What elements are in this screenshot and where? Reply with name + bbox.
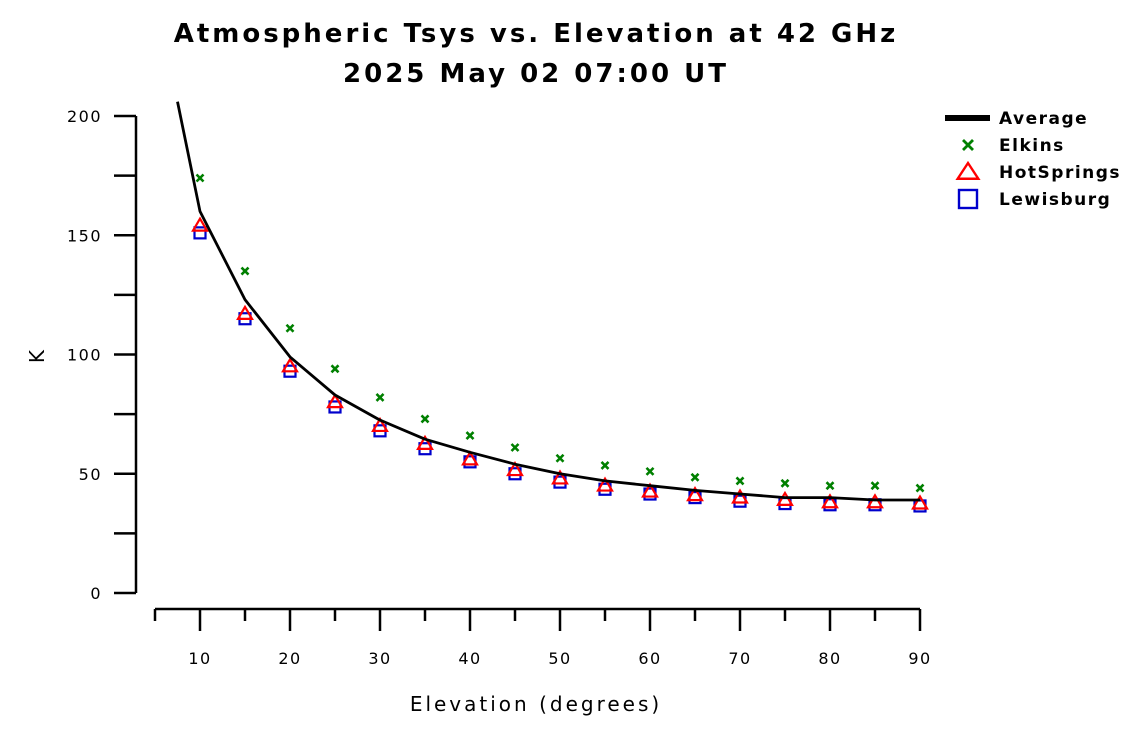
- y-tick-label: 150: [67, 226, 102, 245]
- hotsprings-marker: [731, 488, 749, 504]
- elkins-marker: [690, 472, 700, 482]
- elkins-marker: [510, 443, 520, 452]
- chart-subtitle: 2025 May 02 07:00 UT: [343, 59, 729, 89]
- legend-item-elkins: Elkins: [962, 136, 1065, 156]
- legend-label: Average: [999, 109, 1088, 129]
- y-tick-label: 200: [67, 107, 102, 126]
- y-axis: 0 50 100 150 200: [67, 107, 138, 603]
- elkins-marker: [735, 476, 745, 486]
- legend-label: HotSprings: [999, 163, 1121, 183]
- elkins-marker: [600, 460, 610, 470]
- chart-title: Atmospheric Tsys vs. Elevation at 42 GHz: [174, 19, 899, 49]
- x-tick-label: 20: [278, 649, 301, 668]
- y-tick-label: 100: [67, 346, 102, 365]
- legend-swatch-elkins: [962, 139, 974, 151]
- elkins-marker: [870, 481, 880, 491]
- elkins-marker: [330, 364, 340, 374]
- hotsprings-marker: [911, 494, 929, 510]
- hotsprings-marker: [596, 476, 614, 492]
- legend-item-hotsprings: HotSprings: [955, 160, 1121, 183]
- plot-area: [176, 101, 929, 513]
- hotsprings-marker: [551, 469, 569, 485]
- hotsprings-marker: [281, 357, 299, 373]
- hotsprings-marker: [416, 434, 434, 450]
- legend-label: Lewisburg: [999, 190, 1111, 210]
- x-tick-label: 30: [368, 649, 391, 668]
- hotsprings-marker: [371, 416, 389, 433]
- elkins-marker: [645, 466, 655, 476]
- hotsprings-marker: [326, 393, 344, 409]
- legend-label: Elkins: [999, 136, 1065, 156]
- elkins-marker: [285, 323, 295, 333]
- elkins-marker: [780, 478, 790, 488]
- hotsprings-marker: [191, 216, 209, 232]
- x-tick-label: 10: [188, 649, 211, 668]
- x-tick-label: 90: [908, 649, 931, 668]
- x-tick-label: 50: [548, 649, 571, 668]
- legend-item-lewisburg: Lewisburg: [957, 188, 1111, 210]
- hotsprings-marker: [461, 450, 479, 466]
- x-tick-label: 70: [728, 649, 751, 668]
- x-tick-label: 60: [638, 649, 661, 668]
- hotsprings-marker: [506, 461, 524, 477]
- elkins-marker: [555, 453, 565, 463]
- elkins-marker: [195, 173, 205, 183]
- x-tick-label: 80: [818, 649, 841, 668]
- hotsprings-marker: [641, 482, 659, 498]
- hotsprings-marker: [821, 493, 839, 509]
- average-line: [176, 101, 920, 502]
- lewisburg-marker: [193, 226, 207, 240]
- x-axis: 10 20 30 40 50 60 70 80 90: [153, 607, 931, 668]
- x-axis-label: Elevation (degrees): [410, 692, 662, 716]
- elkins-marker: [375, 393, 385, 402]
- legend-item-average: Average: [945, 109, 1088, 129]
- elkins-marker: [420, 414, 430, 424]
- elkins-marker: [240, 266, 250, 276]
- y-tick-label: 50: [79, 465, 102, 484]
- elkins-marker: [915, 483, 925, 493]
- legend-swatch-hotsprings: [955, 160, 981, 180]
- legend-swatch-lewisburg: [957, 188, 979, 210]
- y-axis-label: K: [25, 347, 49, 363]
- elkins-marker: [825, 481, 835, 491]
- hotsprings-marker: [686, 486, 704, 502]
- x-tick-label: 40: [458, 649, 481, 668]
- hotsprings-marker: [236, 304, 254, 320]
- elkins-marker: [465, 431, 475, 441]
- legend: Average Elkins HotSprings Lewisburg: [945, 109, 1121, 210]
- y-tick-label: 0: [90, 584, 102, 603]
